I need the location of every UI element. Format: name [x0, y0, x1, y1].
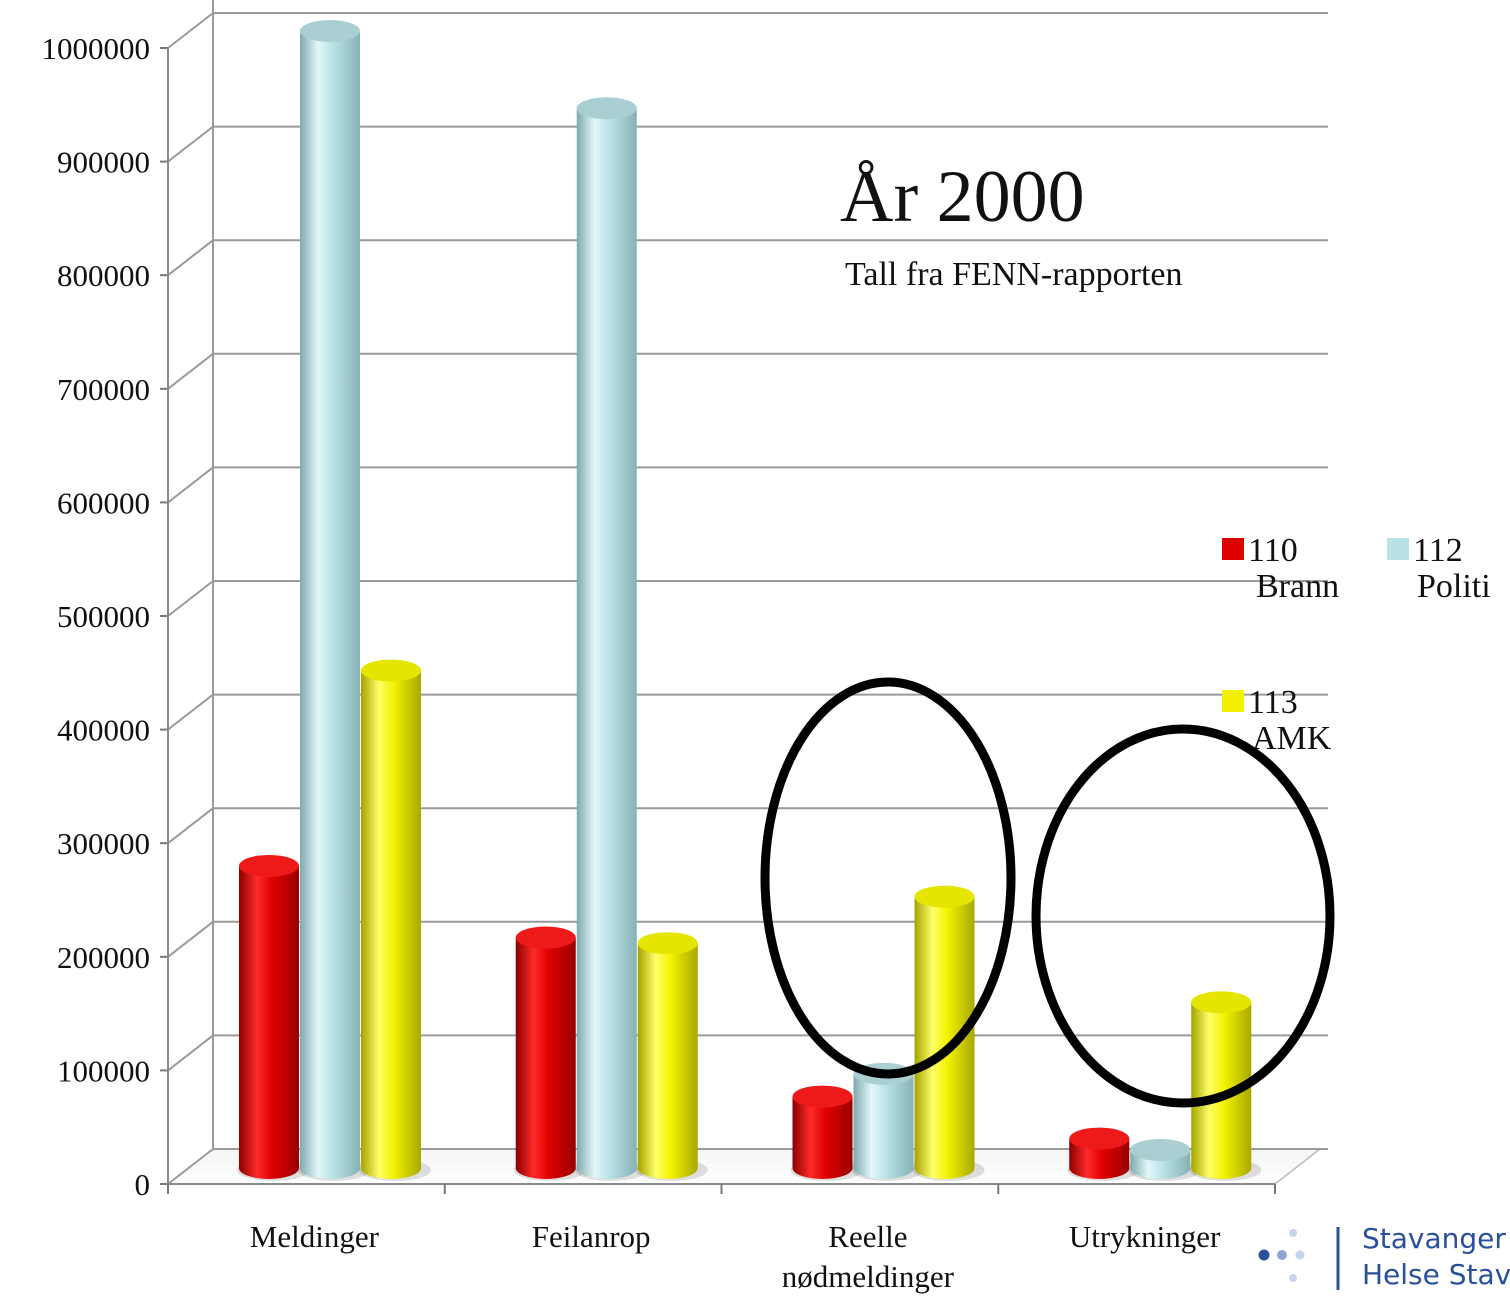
logo-text-line2: Helse Stavar	[1362, 1258, 1510, 1291]
labels-layer: 0 100000 200000 300000 400000 500000 600000 700…	[42, 31, 1222, 1294]
gridline-side	[167, 353, 214, 390]
gridline-side	[167, 693, 214, 731]
legend-label-brann: Brann	[1256, 568, 1340, 605]
x-tick-label: Meldinger	[250, 1219, 380, 1254]
y-tick-label: 600000	[57, 485, 150, 520]
legend-number-politi: 112	[1413, 532, 1463, 569]
y-tick-label: 300000	[57, 826, 150, 861]
annotation-circle	[760, 677, 1016, 1079]
y-tick-label: 1000000	[42, 31, 151, 66]
gridline-side	[167, 125, 214, 163]
bar	[237, 854, 309, 1181]
gridline-side	[167, 921, 214, 958]
legend-swatch-politi	[1387, 538, 1409, 560]
axis-layer	[160, 47, 1276, 1194]
bar	[1189, 991, 1262, 1181]
legend-label-amk: AMK	[1252, 720, 1332, 757]
bar	[574, 97, 647, 1181]
x-tick-label: Feilanrop	[532, 1219, 651, 1254]
legend-number-brann: 110	[1248, 532, 1298, 569]
annotation-layer	[760, 677, 1335, 1108]
legend-label-politi: Politi	[1417, 568, 1491, 605]
gridline-side	[167, 1148, 214, 1185]
annotation-circle	[1031, 724, 1335, 1108]
y-tick-label: 900000	[57, 145, 150, 180]
chart-title: År 2000	[840, 156, 1085, 238]
gridline-side	[167, 466, 214, 504]
y-tick-label: 700000	[57, 372, 150, 407]
x-tick-label: Utrykninger	[1069, 1219, 1221, 1254]
bar	[1128, 1138, 1201, 1181]
chart-subtitle: Tall fra FENN-rapporten	[845, 256, 1183, 293]
grid-layer	[165, 0, 1328, 1185]
y-tick-label: 100000	[57, 1053, 150, 1088]
legend-item-amk: 113 AMK	[1222, 685, 1331, 757]
legend-number-amk: 113	[1248, 684, 1298, 721]
bar	[912, 885, 985, 1181]
y-tick-label: 500000	[57, 599, 150, 634]
bar	[851, 1062, 924, 1181]
y-tick-label: 400000	[57, 713, 150, 748]
y-tick-label: 0	[135, 1167, 151, 1202]
bar	[298, 20, 370, 1181]
gridline-side	[167, 807, 214, 844]
bars-layer	[237, 20, 1262, 1181]
bar	[359, 659, 431, 1181]
y-tick-label: 800000	[57, 258, 150, 293]
legend-swatch-amk	[1222, 690, 1244, 712]
bar	[635, 932, 708, 1181]
gridline-side	[167, 580, 214, 617]
logo-text-line1: Stavanger U	[1362, 1222, 1510, 1255]
logo-mark	[1258, 1227, 1340, 1290]
legend-item-brann: 110 Brann	[1222, 533, 1339, 605]
gridline-side	[167, 239, 214, 276]
legend-item-politi: 112 Politi	[1387, 533, 1491, 605]
bar	[790, 1085, 863, 1181]
gridline-side	[167, 12, 214, 49]
bar	[1067, 1127, 1140, 1181]
bar	[513, 926, 586, 1181]
gridline-side	[167, 1034, 214, 1072]
y-tick-label: 200000	[57, 940, 150, 975]
legend-swatch-brann	[1222, 538, 1244, 560]
x-tick-label: Reelle nødmeldinger	[782, 1219, 955, 1294]
